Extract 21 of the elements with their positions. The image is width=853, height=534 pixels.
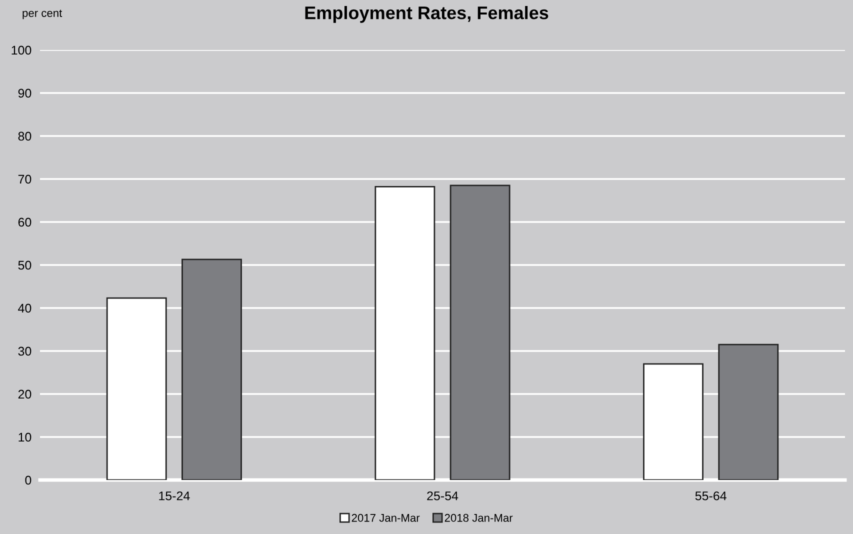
x-tick-label: 15-24 bbox=[159, 491, 190, 500]
y-tick-label: 50 bbox=[18, 260, 32, 270]
y-tick-label: 30 bbox=[18, 346, 32, 356]
y-tick-label: 40 bbox=[18, 304, 32, 313]
y-tick-label: 90 bbox=[18, 88, 32, 98]
y-tick-label: 80 bbox=[18, 132, 32, 141]
y-tick-label: 0 bbox=[25, 476, 32, 485]
y-tick-label: 100 bbox=[12, 46, 32, 55]
legend-label: 2018 Jan-Mar bbox=[444, 514, 513, 522]
legend-label: 2017 Jan-Mar bbox=[352, 514, 420, 522]
y-axis-title: per cent bbox=[22, 10, 62, 20]
x-tick-label: 55-64 bbox=[695, 491, 726, 500]
y-tick-label: 60 bbox=[18, 218, 32, 227]
x-tick-label: 25-54 bbox=[427, 491, 458, 500]
bar bbox=[182, 258, 242, 480]
chart-title: Employment Rates, Females bbox=[305, 6, 548, 23]
y-tick-label: 70 bbox=[18, 174, 32, 184]
y-tick-label: 10 bbox=[18, 432, 32, 442]
y-tick-label: 20 bbox=[18, 390, 32, 399]
bar bbox=[718, 344, 779, 480]
bar bbox=[450, 184, 510, 480]
